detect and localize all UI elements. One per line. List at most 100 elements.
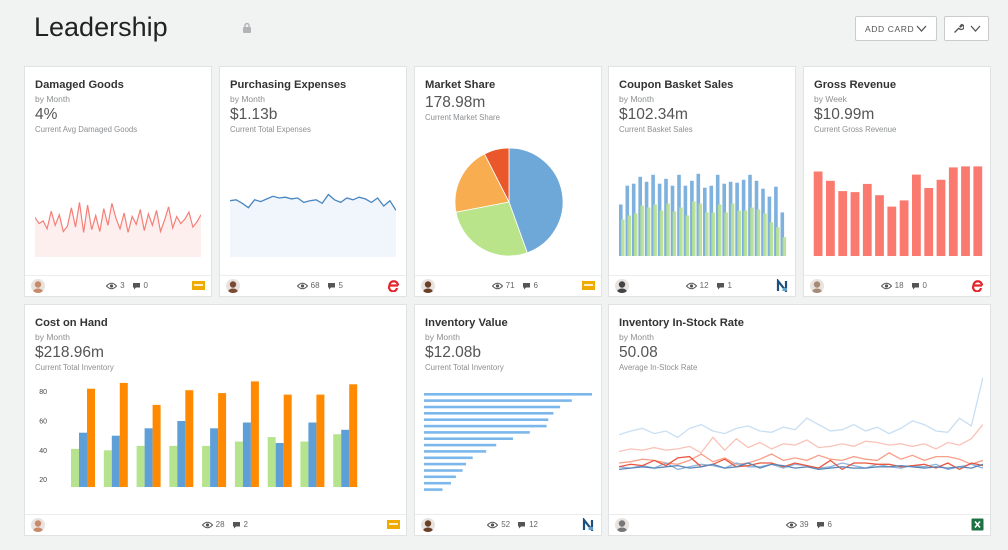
card-caption: Current Total Inventory: [35, 363, 114, 372]
bar: [961, 166, 970, 256]
bar: [424, 393, 592, 396]
views-count: 12: [699, 281, 709, 290]
card-cost-on-hand[interactable]: Cost on Hand by Month $218.96m Current T…: [24, 304, 407, 536]
views-count: 18: [894, 281, 904, 290]
bar: [679, 207, 683, 256]
bar: [973, 166, 983, 256]
bar: [763, 213, 767, 256]
card-market-share[interactable]: Market Share 178.98m Current Market Shar…: [414, 66, 602, 297]
comment-icon: [816, 521, 824, 528]
card-title[interactable]: Inventory In-Stock Rate: [619, 317, 744, 329]
card-caption: Current Total Inventory: [425, 363, 504, 372]
bar: [672, 211, 677, 256]
bar: [267, 437, 276, 487]
y-tick-label: 40: [39, 448, 47, 455]
card-title[interactable]: Cost on Hand: [35, 317, 108, 329]
card-stats: 52 12: [487, 520, 545, 529]
pie-slice: [454, 153, 510, 213]
bar: [424, 399, 572, 402]
card-title[interactable]: Purchasing Expenses: [230, 79, 347, 91]
add-card-label: ADD CARD: [865, 23, 915, 34]
bar: [234, 441, 243, 487]
comment-icon: [327, 282, 335, 289]
settings-menu-button[interactable]: [944, 16, 989, 41]
bar: [659, 210, 664, 256]
bar: [666, 203, 670, 256]
bar: [728, 181, 733, 256]
avatar[interactable]: [810, 279, 824, 293]
bar: [202, 445, 211, 487]
excel-icon: [971, 518, 984, 531]
card-value: $218.96m: [35, 344, 104, 361]
card-coupon-basket-sales[interactable]: Coupon Basket Sales by Month $102.34m Cu…: [608, 66, 796, 297]
bar: [619, 204, 623, 256]
bar: [887, 206, 897, 256]
avatar[interactable]: [421, 279, 435, 293]
card-footer: 18 0: [804, 275, 990, 296]
page-title: Leadership: [34, 12, 168, 42]
inventory-value-chart: [424, 393, 592, 491]
cost-on-hand-chart: 80 60 40 20: [39, 381, 358, 487]
series-line: [619, 455, 983, 471]
purchasing-expenses-chart: [230, 193, 396, 257]
bar: [625, 185, 630, 256]
n-icon: [582, 516, 595, 534]
avatar[interactable]: [421, 518, 435, 532]
bar: [283, 394, 292, 487]
comment-icon: [716, 282, 724, 289]
card-title[interactable]: Damaged Goods: [35, 79, 124, 91]
series-line: [619, 462, 983, 471]
y-tick-label: 80: [39, 389, 47, 396]
bar: [813, 171, 823, 256]
card-caption: Current Market Share: [425, 113, 500, 122]
card-title[interactable]: Inventory Value: [425, 317, 508, 329]
card-subtitle: by Month: [35, 332, 70, 342]
views-count: 3: [120, 281, 125, 290]
card-title[interactable]: Coupon Basket Sales: [619, 79, 734, 91]
bar: [724, 212, 728, 256]
bar: [638, 176, 642, 256]
card-subtitle: by Month: [425, 332, 460, 342]
avatar[interactable]: [31, 518, 45, 532]
comments-count: 2: [243, 520, 248, 529]
gross-revenue-chart: [813, 166, 983, 256]
avatar[interactable]: [615, 279, 629, 293]
e-icon: [387, 279, 400, 293]
lock-icon[interactable]: [242, 22, 252, 34]
avatar[interactable]: [31, 279, 45, 293]
bar: [651, 174, 655, 256]
card-damaged-goods[interactable]: Damaged Goods by Month 4% Current Avg Da…: [24, 66, 212, 297]
bar: [341, 429, 350, 487]
bar: [218, 393, 227, 487]
bar: [748, 174, 752, 256]
bar: [103, 450, 112, 487]
card-stats: 39 6: [785, 520, 839, 529]
bar: [862, 183, 872, 256]
views-count: 68: [310, 281, 320, 290]
card-purchasing-expenses[interactable]: Purchasing Expenses by Month $1.13b Curr…: [219, 66, 407, 297]
bar: [754, 180, 759, 256]
bar: [936, 179, 946, 256]
card-inventory-in-stock-rate[interactable]: Inventory In-Stock Rate by Month 50.08 A…: [608, 304, 991, 536]
bar: [670, 185, 675, 256]
bar: [698, 203, 703, 256]
add-card-button[interactable]: ADD CARD: [855, 16, 937, 41]
bar: [119, 382, 128, 487]
y-tick-label: 20: [39, 477, 47, 484]
avatar[interactable]: [615, 518, 629, 532]
bar: [722, 183, 726, 256]
card-value: 4%: [35, 106, 58, 123]
series-line: [230, 193, 396, 211]
damaged-goods-chart: [35, 202, 201, 257]
eye-icon: [491, 282, 503, 289]
card-gross-revenue[interactable]: Gross Revenue by Week $10.99m Current Gr…: [803, 66, 991, 297]
bar: [242, 422, 251, 487]
bar: [644, 181, 649, 256]
bar: [743, 210, 748, 256]
bar: [631, 183, 636, 256]
card-title[interactable]: Market Share: [425, 79, 496, 91]
card-inventory-value[interactable]: Inventory Value by Month $12.08b Current…: [414, 304, 602, 536]
card-title[interactable]: Gross Revenue: [814, 79, 897, 91]
avatar[interactable]: [226, 279, 240, 293]
